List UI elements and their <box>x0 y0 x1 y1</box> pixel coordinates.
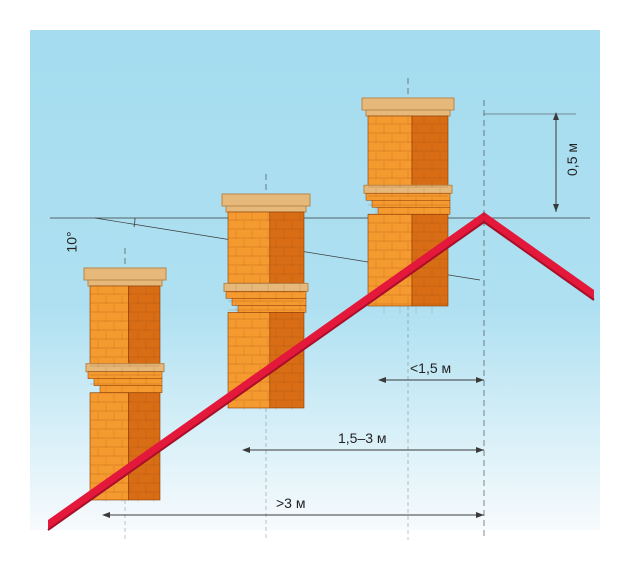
height-label: 0,5 м <box>564 143 580 176</box>
diagram-canvas: 10° 0,5 м <1,5 м 1,5–3 м >3 м <box>0 0 640 569</box>
angle-label: 10° <box>64 231 80 252</box>
diagram-svg <box>0 0 640 569</box>
distance-mid-label: 1,5–3 м <box>338 430 387 446</box>
distance-far-label: >3 м <box>276 495 305 511</box>
distance-near-label: <1,5 м <box>410 360 451 376</box>
